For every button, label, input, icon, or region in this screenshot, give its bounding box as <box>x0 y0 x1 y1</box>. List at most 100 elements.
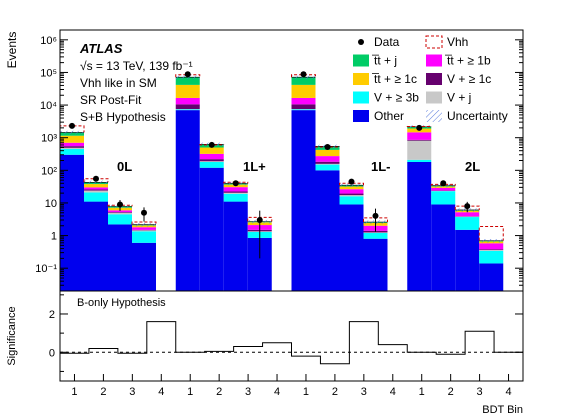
bar-segment <box>132 230 156 232</box>
bar-segment <box>479 249 504 251</box>
legend-label: V + j <box>447 91 471 105</box>
legend-label: t̅t + j <box>372 54 397 68</box>
x-tick-label: 3 <box>245 386 251 398</box>
vhh-outline <box>131 221 157 225</box>
model-label: Vhh like in SM <box>80 76 157 90</box>
x-tick-label: 1 <box>71 386 77 398</box>
bar-segment <box>455 212 480 217</box>
bar-segment <box>223 201 248 291</box>
bar-segment <box>431 187 456 191</box>
legend-swatch <box>426 91 442 104</box>
bar-segment <box>199 159 224 162</box>
y-tick-label: 1 <box>51 231 57 243</box>
data-point <box>348 178 355 185</box>
x-tick-label: 2 <box>100 386 106 398</box>
bar-segment <box>60 135 84 143</box>
channel-labels: 0L 1L+ 1L- 2L <box>117 159 480 174</box>
bar-segment <box>199 147 224 154</box>
legend-swatch <box>425 35 443 49</box>
legend-marker <box>358 39 364 45</box>
y-tick-label: 10⁻¹ <box>35 263 57 275</box>
bar-segment <box>315 161 340 164</box>
y-tick-label: 10² <box>41 165 57 177</box>
bar-segment <box>455 217 480 230</box>
uncertainty-band <box>175 75 200 80</box>
bar-segment <box>84 184 108 188</box>
bar-segment <box>339 189 364 194</box>
bar-segment <box>363 232 388 239</box>
significance-title: B-only Hypothesis <box>77 297 166 309</box>
uncertainty-band <box>339 183 364 188</box>
x-axis-title: BDT Bin <box>482 404 523 416</box>
y-tick-label: 10⁵ <box>40 67 57 79</box>
legend-swatch <box>353 110 369 122</box>
channel-label-2l: 2L <box>465 159 480 174</box>
vhh-outline <box>175 74 201 78</box>
data-point <box>324 143 331 150</box>
y-ticks: 10⁻¹ 1 10 10² 10³ 10⁴ 10⁵ 10⁶ <box>35 29 523 292</box>
data-point <box>93 175 99 182</box>
x-tick-label: 4 <box>158 386 164 398</box>
bar-segment <box>339 196 364 205</box>
bar-segment <box>407 139 432 141</box>
bar-segment <box>339 193 364 196</box>
data-point <box>372 212 379 219</box>
x-tick-label: 4 <box>390 386 396 398</box>
legend: Data Vhh t̅t + j t̅t + ≥ 1b t̅t + ≥ 1c V + ≥ … <box>353 35 508 123</box>
data-point <box>256 217 263 224</box>
data-point <box>464 203 471 210</box>
bar-segment <box>84 190 108 193</box>
significance-frame <box>59 290 524 382</box>
significance-steps <box>60 321 523 365</box>
bar-segment <box>407 140 432 160</box>
bar-segment <box>339 204 364 291</box>
bar-segment <box>291 110 316 291</box>
x-tick-label: 3 <box>361 386 367 398</box>
vhh-outline <box>339 182 364 186</box>
legend-swatch <box>426 73 442 85</box>
x-tick-label: 2 <box>332 386 338 398</box>
bar-segment <box>455 229 480 291</box>
uncertainty-band <box>479 239 504 243</box>
uncertainty-band <box>291 75 316 80</box>
uncertainty-band <box>132 222 156 227</box>
y-tick-label: 10³ <box>41 133 57 145</box>
significance-axis-title: Significance <box>6 306 18 365</box>
bar-segment <box>84 189 108 191</box>
bar-segment <box>479 250 504 264</box>
bar-segment <box>175 84 200 98</box>
bar-segment <box>175 97 200 105</box>
bar-segment <box>339 195 364 197</box>
bar-segment <box>132 242 156 291</box>
y-axis-title: Events <box>5 32 19 69</box>
bar-segment <box>108 210 132 213</box>
data-point <box>232 180 239 187</box>
bar-segment <box>315 164 340 171</box>
bar-segment <box>84 192 108 202</box>
x-tick-label: 1 <box>303 386 309 398</box>
bar-segment <box>175 77 200 85</box>
bar-segment <box>291 104 316 110</box>
bar-segment <box>479 250 504 251</box>
data-point <box>440 180 447 187</box>
bar-segment <box>60 147 84 150</box>
legend-label: Other <box>374 109 404 123</box>
bar-segment <box>132 227 156 230</box>
x-tick-label: 3 <box>129 386 135 398</box>
bar-segment <box>108 224 132 291</box>
y-tick-label: 10 <box>45 198 57 210</box>
bar-segment <box>223 193 248 202</box>
channel-label-0l: 0L <box>117 159 132 174</box>
sig-tick-label: 0 <box>49 347 55 359</box>
main-panel: 10⁻¹ 1 10 10² 10³ 10⁴ 10⁵ 10⁶ 0L 1L+ 1L- 2L ATL… <box>5 29 524 292</box>
y-tick-label: 10⁶ <box>40 35 57 47</box>
bar-segment <box>175 110 200 291</box>
bar-segment <box>108 214 132 225</box>
channel-label-1l-minus: 1L- <box>371 159 391 174</box>
significance-y-ticks: 02 <box>49 294 523 372</box>
data-point <box>117 201 123 208</box>
bar-segment <box>223 191 248 193</box>
legend-label: V + ≥ 1c <box>447 72 491 86</box>
bar-segment <box>363 238 388 291</box>
